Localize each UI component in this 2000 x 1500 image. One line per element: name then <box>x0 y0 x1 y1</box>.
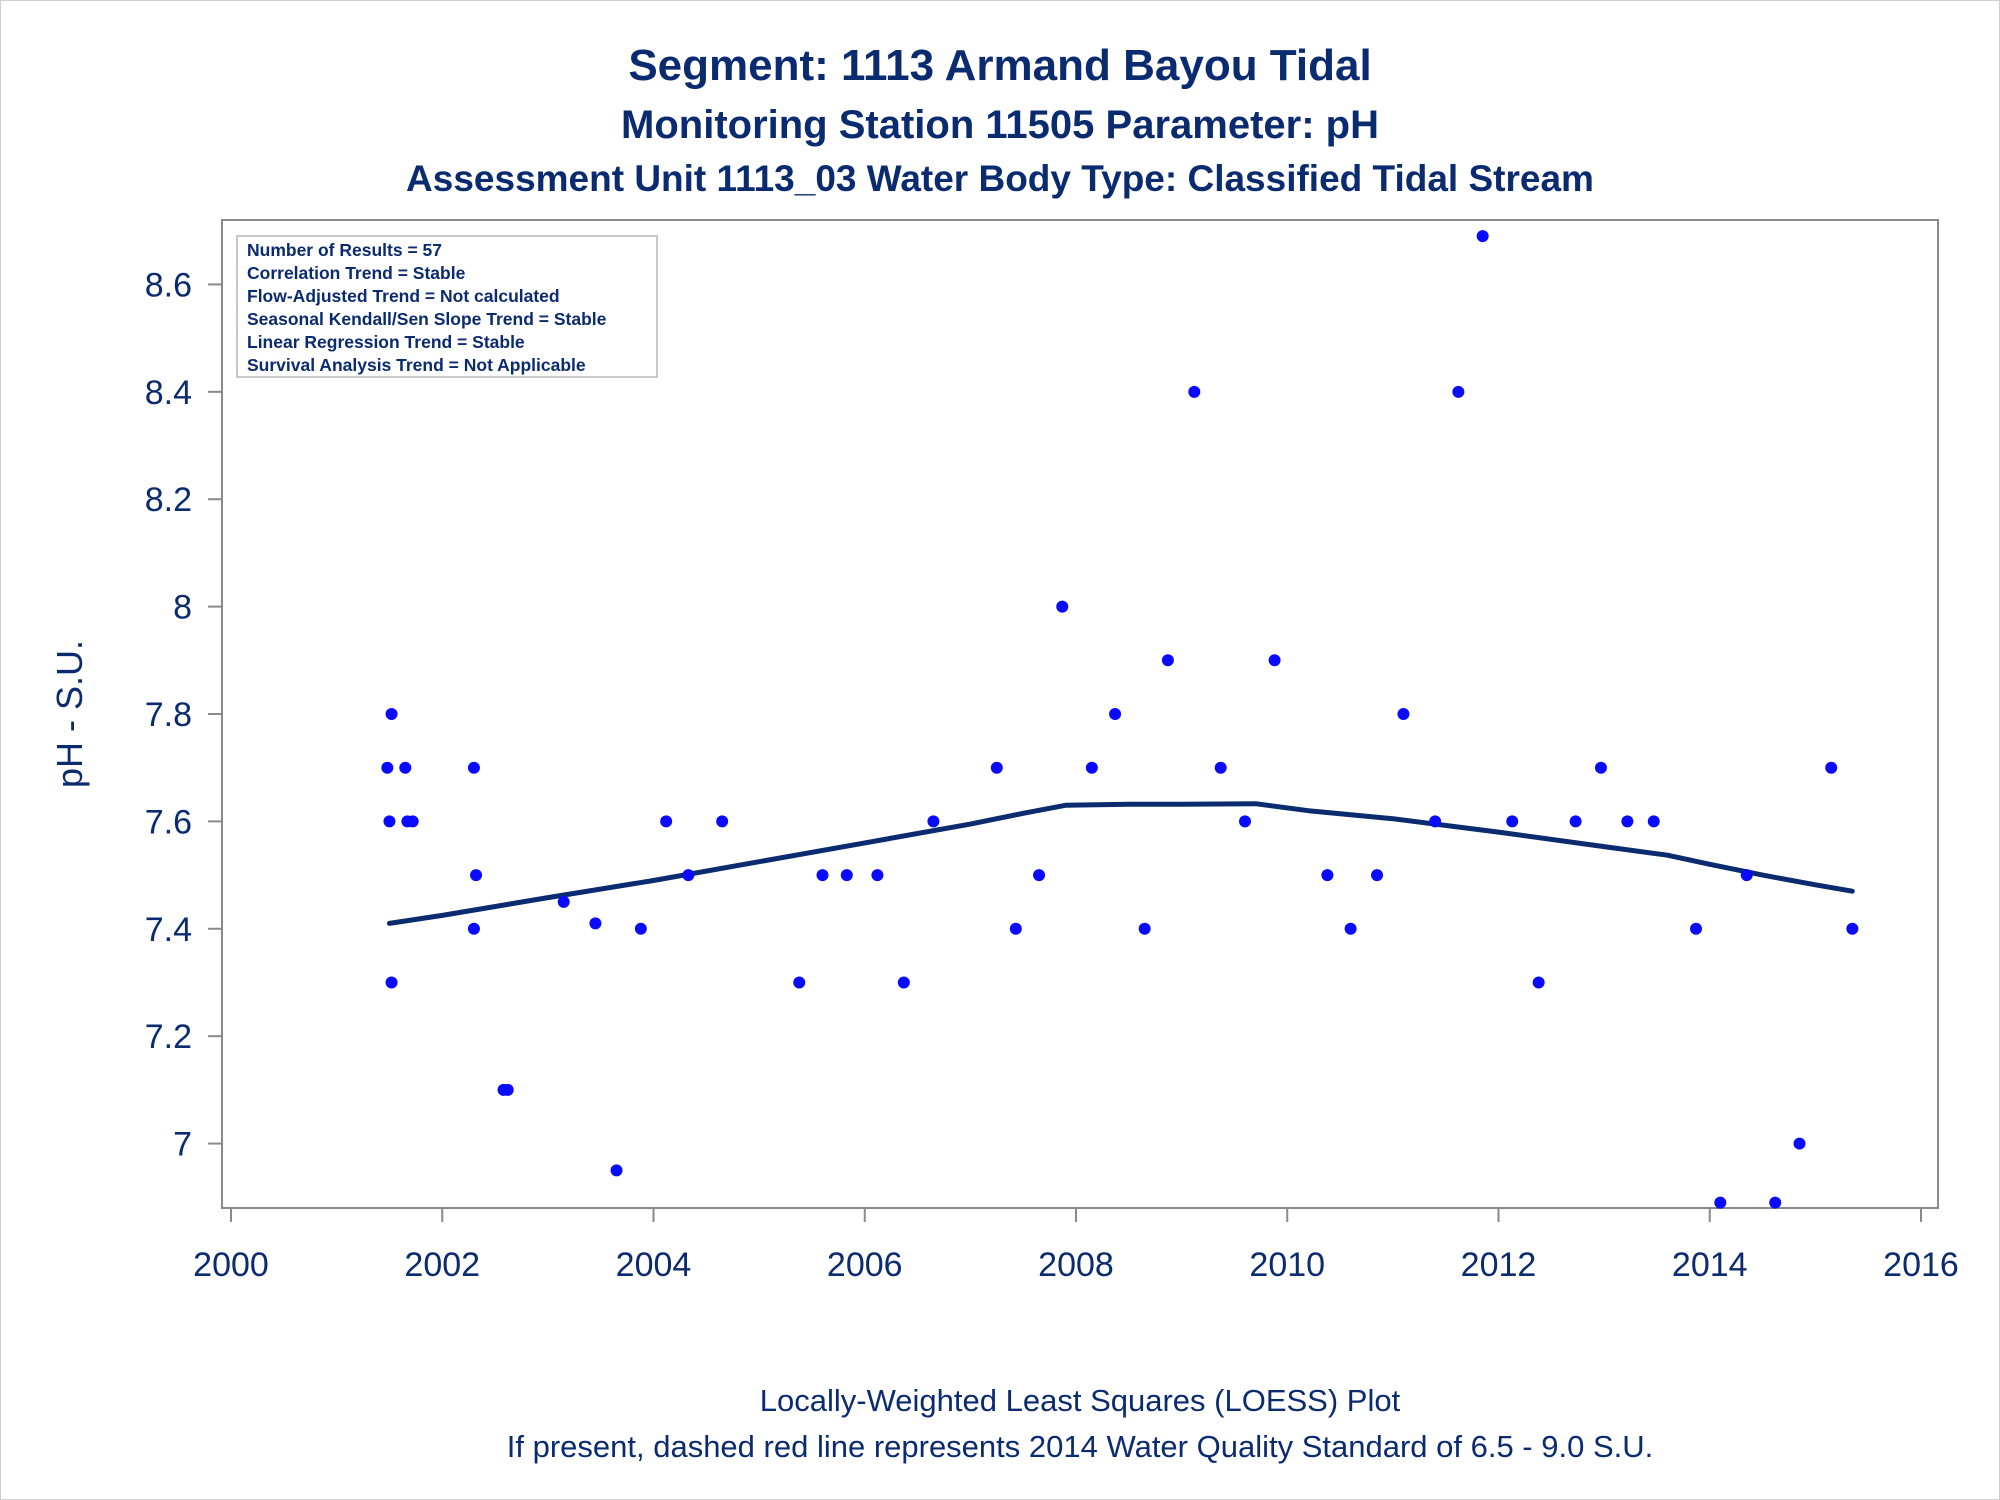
y-axis-label: pH - S.U. <box>49 640 90 788</box>
footnote-standard: If present, dashed red line represents 2… <box>507 1429 1654 1464</box>
data-point <box>1532 976 1545 989</box>
data-point <box>897 976 910 989</box>
data-point <box>381 761 394 774</box>
data-point <box>399 761 412 774</box>
x-tick-label: 2014 <box>1672 1246 1748 1284</box>
data-point <box>385 708 398 720</box>
stat-flow-adjusted-trend: Flow-Adjusted Trend = Not calculated <box>247 286 560 306</box>
data-point <box>1239 815 1251 828</box>
data-point <box>660 815 673 828</box>
chart-subtitle-2: Assessment Unit 1113_03 Water Body Type:… <box>406 158 1594 199</box>
data-point <box>1740 869 1753 882</box>
data-point <box>406 815 419 828</box>
data-point <box>1429 815 1442 828</box>
x-tick-label: 2000 <box>193 1246 269 1284</box>
data-point <box>1621 815 1634 828</box>
data-point <box>1033 869 1046 882</box>
y-tick-label: 7.6 <box>145 803 192 841</box>
data-point <box>1452 385 1465 398</box>
data-point <box>467 922 480 935</box>
stats-box-border <box>236 235 658 378</box>
x-tick-label: 2010 <box>1249 1246 1325 1284</box>
data-point <box>385 976 398 989</box>
y-tick-label: 8 <box>173 589 192 627</box>
data-point <box>1056 600 1069 613</box>
data-point <box>1009 922 1022 935</box>
data-point <box>1371 869 1384 882</box>
y-tick-label: 7.8 <box>145 696 192 734</box>
data-point <box>501 1083 514 1096</box>
stat-correlation-trend: Correlation Trend = Stable <box>247 263 466 283</box>
data-point <box>716 815 729 828</box>
stat-linear-regression-trend: Linear Regression Trend = Stable <box>247 332 525 352</box>
y-tick-label: 8.2 <box>145 481 192 519</box>
x-tick-label: 2008 <box>1038 1246 1114 1284</box>
x-tick-label: 2002 <box>404 1246 480 1284</box>
y-tick-label: 7.2 <box>145 1018 192 1056</box>
data-point <box>383 815 396 828</box>
data-point <box>1647 815 1660 828</box>
x-tick-label: 2016 <box>1883 1246 1959 1284</box>
data-point <box>1344 922 1357 935</box>
data-point <box>1397 708 1410 720</box>
data-point <box>1188 385 1201 398</box>
data-point <box>816 869 829 882</box>
y-tick-label: 8.6 <box>145 266 192 304</box>
data-point <box>1268 654 1281 667</box>
data-point <box>871 869 884 882</box>
data-point <box>840 869 853 882</box>
data-point <box>1506 815 1519 828</box>
data-point <box>1085 761 1098 774</box>
x-tick-label: 2006 <box>827 1246 903 1284</box>
x-axis: 2000 2002 2004 2006 2008 2010 2012 2014 2016 <box>193 1208 1959 1284</box>
data-point <box>793 976 806 989</box>
data-point <box>990 761 1003 774</box>
data-point <box>1109 708 1122 720</box>
data-point <box>1569 815 1582 828</box>
data-point <box>1769 1196 1782 1209</box>
y-axis: 7 7.2 7.4 7.6 7.8 8 8.2 8.4 8.6 <box>145 266 222 1164</box>
data-point <box>634 922 647 935</box>
data-point <box>682 869 695 882</box>
stat-number-of-results: Number of Results = 57 <box>247 240 442 260</box>
y-tick-label: 8.4 <box>145 374 192 412</box>
y-tick-label: 7 <box>173 1126 192 1164</box>
data-point <box>589 917 602 930</box>
data-point <box>1476 230 1489 243</box>
data-point <box>1594 761 1607 774</box>
data-point <box>1138 922 1151 935</box>
stats-box: Number of Results = 57 Correlation Trend… <box>236 235 658 378</box>
x-tick-label: 2012 <box>1461 1246 1537 1284</box>
data-point <box>1161 654 1174 667</box>
data-point <box>1214 761 1227 774</box>
data-point <box>1714 1196 1727 1209</box>
data-point <box>557 895 570 908</box>
data-point <box>1846 922 1859 935</box>
data-point <box>467 761 480 774</box>
footnote-loess: Locally-Weighted Least Squares (LOESS) P… <box>760 1383 1401 1418</box>
data-point <box>610 1164 623 1177</box>
stat-seasonal-kendall-trend: Seasonal Kendall/Sen Slope Trend = Stabl… <box>247 309 607 329</box>
data-point <box>470 869 483 882</box>
data-point <box>1793 1137 1806 1150</box>
stat-survival-analysis-trend: Survival Analysis Trend = Not Applicable <box>247 355 586 375</box>
data-point <box>1825 761 1838 774</box>
points-layer <box>381 230 1859 1209</box>
y-tick-label: 7.4 <box>145 911 192 949</box>
x-tick-label: 2004 <box>616 1246 692 1284</box>
data-point <box>1321 869 1334 882</box>
chart-subtitle: Monitoring Station 11505 Parameter: pH <box>621 103 1379 147</box>
chart-title: Segment: 1113 Armand Bayou Tidal <box>628 41 1371 90</box>
data-point <box>927 815 940 828</box>
data-point <box>1690 922 1703 935</box>
